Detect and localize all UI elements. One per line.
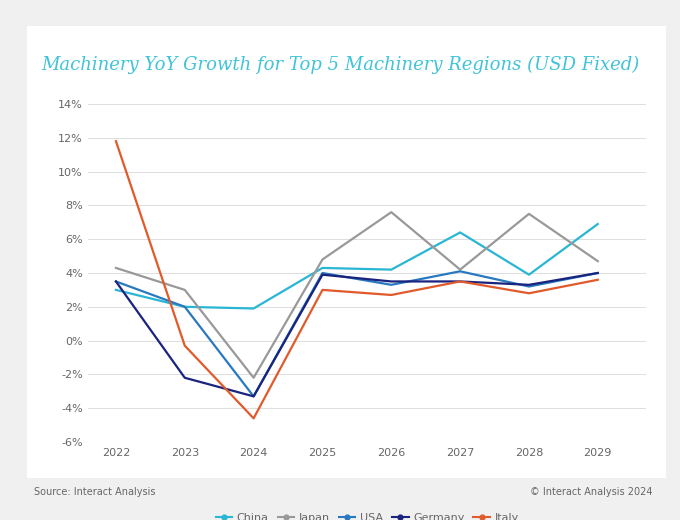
Text: © Interact Analysis 2024: © Interact Analysis 2024 xyxy=(530,487,653,497)
Italy xyxy=(181,343,189,349)
China xyxy=(594,221,602,227)
Text: Source: Interact Analysis: Source: Interact Analysis xyxy=(34,487,156,497)
Japan xyxy=(181,287,189,293)
Japan xyxy=(112,265,120,271)
Italy xyxy=(112,138,120,144)
Line: Germany: Germany xyxy=(116,273,598,396)
Italy xyxy=(318,287,326,293)
USA xyxy=(112,278,120,284)
Italy xyxy=(456,278,464,284)
Line: China: China xyxy=(116,224,598,308)
Italy xyxy=(594,277,602,283)
China xyxy=(525,271,533,278)
Germany xyxy=(112,278,120,284)
Japan xyxy=(456,266,464,272)
Line: Japan: Japan xyxy=(116,212,598,378)
Japan xyxy=(387,209,395,215)
Germany xyxy=(387,278,395,284)
China xyxy=(250,305,258,311)
USA xyxy=(181,304,189,310)
Italy xyxy=(250,415,258,421)
Germany xyxy=(250,393,258,399)
Line: USA: USA xyxy=(116,271,598,396)
Italy xyxy=(387,292,395,298)
Japan xyxy=(318,256,326,263)
USA xyxy=(594,270,602,276)
Text: Machinery YoY Growth for Top 5 Machinery Regions (USD Fixed): Machinery YoY Growth for Top 5 Machinery… xyxy=(41,56,639,74)
Italy xyxy=(525,290,533,296)
Germany xyxy=(525,282,533,288)
Germany xyxy=(594,270,602,276)
USA xyxy=(250,393,258,399)
USA xyxy=(456,268,464,275)
USA xyxy=(387,282,395,288)
Japan xyxy=(250,374,258,381)
Japan xyxy=(594,258,602,264)
China xyxy=(456,229,464,236)
Germany xyxy=(181,374,189,381)
Line: Italy: Italy xyxy=(116,141,598,418)
USA xyxy=(318,270,326,276)
China xyxy=(318,265,326,271)
Germany xyxy=(318,271,326,278)
China xyxy=(387,266,395,272)
Germany xyxy=(456,278,464,284)
USA xyxy=(525,283,533,290)
China xyxy=(181,304,189,310)
China xyxy=(112,287,120,293)
Legend: China, Japan, USA, Germany, Italy: China, Japan, USA, Germany, Italy xyxy=(211,509,523,520)
Japan xyxy=(525,211,533,217)
